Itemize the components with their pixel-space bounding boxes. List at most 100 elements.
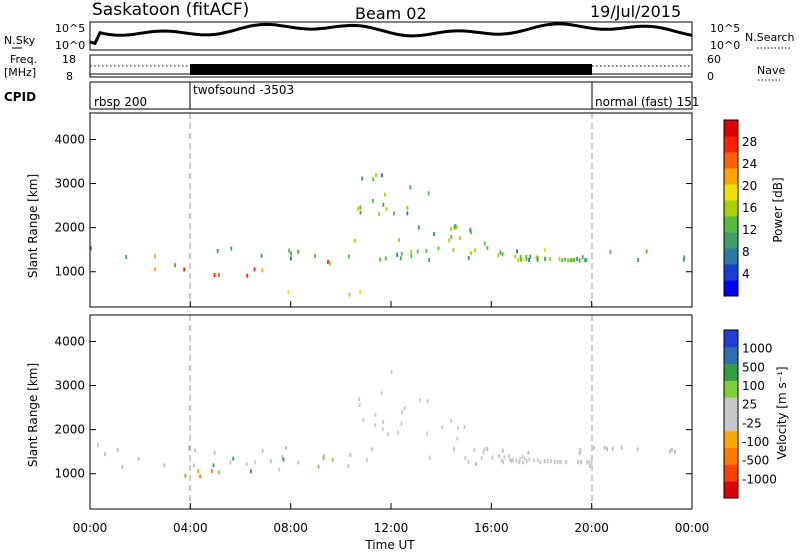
velocity-cell — [278, 467, 281, 472]
colorbar-swatch — [724, 464, 738, 482]
velocity-cell — [522, 460, 524, 465]
velocity-cell — [536, 458, 539, 463]
power-panel: 1000 2000 3000 4000 Slant Range [km] 4 8 12 16… — [26, 112, 785, 308]
velocity-cell — [483, 447, 486, 452]
velocity-cell — [475, 462, 477, 467]
velocity-cell — [380, 391, 383, 396]
power-cell — [384, 256, 387, 261]
power-cell — [497, 253, 500, 258]
velocity-cell — [593, 445, 595, 450]
colorbar-tick-label: 16 — [742, 201, 757, 215]
freq-right-tick: 60 — [707, 53, 721, 66]
colorbar-swatch — [724, 330, 738, 348]
power-cell — [183, 267, 186, 272]
velocity-cell — [347, 464, 350, 469]
velocity-cell — [261, 449, 264, 454]
velocity-cell — [464, 456, 467, 461]
power-cell — [382, 202, 385, 207]
colorbar-swatch — [724, 120, 738, 137]
power-cell — [528, 258, 530, 262]
x-tick-label: 16:00 — [474, 521, 509, 535]
velocity-cell — [636, 447, 639, 452]
velocity-cell — [419, 398, 422, 403]
velocity-cell — [457, 426, 459, 430]
power-cell — [375, 173, 377, 178]
power-cell — [525, 257, 528, 262]
y-tick-label: 1000 — [54, 265, 85, 279]
velocity-cell — [579, 448, 582, 453]
power-cell — [450, 227, 453, 232]
power-cell — [483, 241, 486, 246]
x-tick-label: 04:00 — [173, 521, 208, 535]
power-cell — [378, 212, 381, 217]
power-data — [90, 173, 686, 297]
power-cell — [682, 257, 685, 262]
power-cell — [218, 273, 220, 277]
power-cell — [454, 224, 457, 228]
velocity-cell — [213, 450, 216, 455]
sky-right-tick: 10^0 — [710, 39, 740, 52]
velocity-cell — [611, 446, 614, 451]
power-cell — [578, 258, 581, 263]
velocity-cell — [371, 447, 373, 452]
velocity-cell — [498, 453, 501, 458]
power-cell — [529, 254, 532, 259]
velocity-cell — [212, 463, 215, 468]
velocity-cell — [510, 458, 513, 463]
power-cell — [448, 238, 451, 243]
velocity-cell — [245, 461, 248, 466]
x-tick-label: 20:00 — [574, 521, 609, 535]
velocity-cell — [556, 460, 559, 464]
velocity-cell — [184, 473, 187, 478]
velocity-cell — [519, 457, 522, 462]
power-cell — [519, 254, 522, 259]
station-title: Saskatoon (fitACF) — [92, 0, 249, 20]
velocity-cell — [426, 431, 429, 436]
velocity-cell — [453, 447, 455, 452]
velocity-cell — [232, 456, 235, 461]
power-cell — [474, 248, 476, 253]
velocity-cell — [97, 443, 99, 447]
colorbar-swatch — [724, 248, 738, 265]
power-cell — [347, 254, 350, 259]
velocity-cell — [577, 460, 579, 465]
power-cell — [359, 289, 361, 294]
freq-label-bottom: [MHz] — [4, 66, 36, 79]
x-tick-label: 12:00 — [374, 521, 409, 535]
velocity-cell — [322, 455, 325, 460]
freq-label-top: Freq. — [10, 53, 37, 66]
velocity-cell — [193, 463, 195, 468]
x-tick-label: 00:00 — [73, 521, 108, 535]
velocity-cell — [507, 453, 510, 458]
power-cell — [393, 211, 395, 216]
power-cell — [517, 258, 520, 263]
y-tick-label: 4000 — [54, 132, 85, 146]
velocity-cell — [317, 464, 320, 469]
velocity-cell — [586, 460, 588, 465]
power-cell — [525, 254, 528, 259]
power-cell — [381, 173, 383, 178]
velocity-cell — [512, 458, 514, 462]
cpid-label: CPID — [4, 90, 36, 104]
freq-panel: Freq. [MHz] 18 8 60 0 Nave — [4, 53, 785, 83]
date-title: 19/Jul/2015 — [590, 2, 681, 21]
power-cell — [396, 252, 399, 257]
colorbar-swatch — [724, 481, 738, 499]
sky-right-label: N.Search — [745, 31, 795, 44]
velocity-cell — [450, 418, 453, 423]
power-cell — [470, 251, 472, 256]
power-cell — [486, 245, 489, 250]
velocity-cell — [527, 450, 530, 455]
velocity-cell — [358, 403, 361, 407]
power-cell — [348, 292, 351, 297]
power-cell — [154, 267, 156, 272]
velocity-data — [97, 369, 676, 479]
colorbar-tick-label: -100 — [742, 435, 769, 449]
cpid-segment: rbsp 200 — [94, 95, 147, 109]
colorbar-swatch — [724, 380, 738, 398]
colorbar-tick-label: 1000 — [742, 342, 773, 356]
colorbar-tick-label: 8 — [742, 245, 750, 259]
power-cell — [327, 259, 329, 264]
power-cell — [359, 210, 362, 215]
